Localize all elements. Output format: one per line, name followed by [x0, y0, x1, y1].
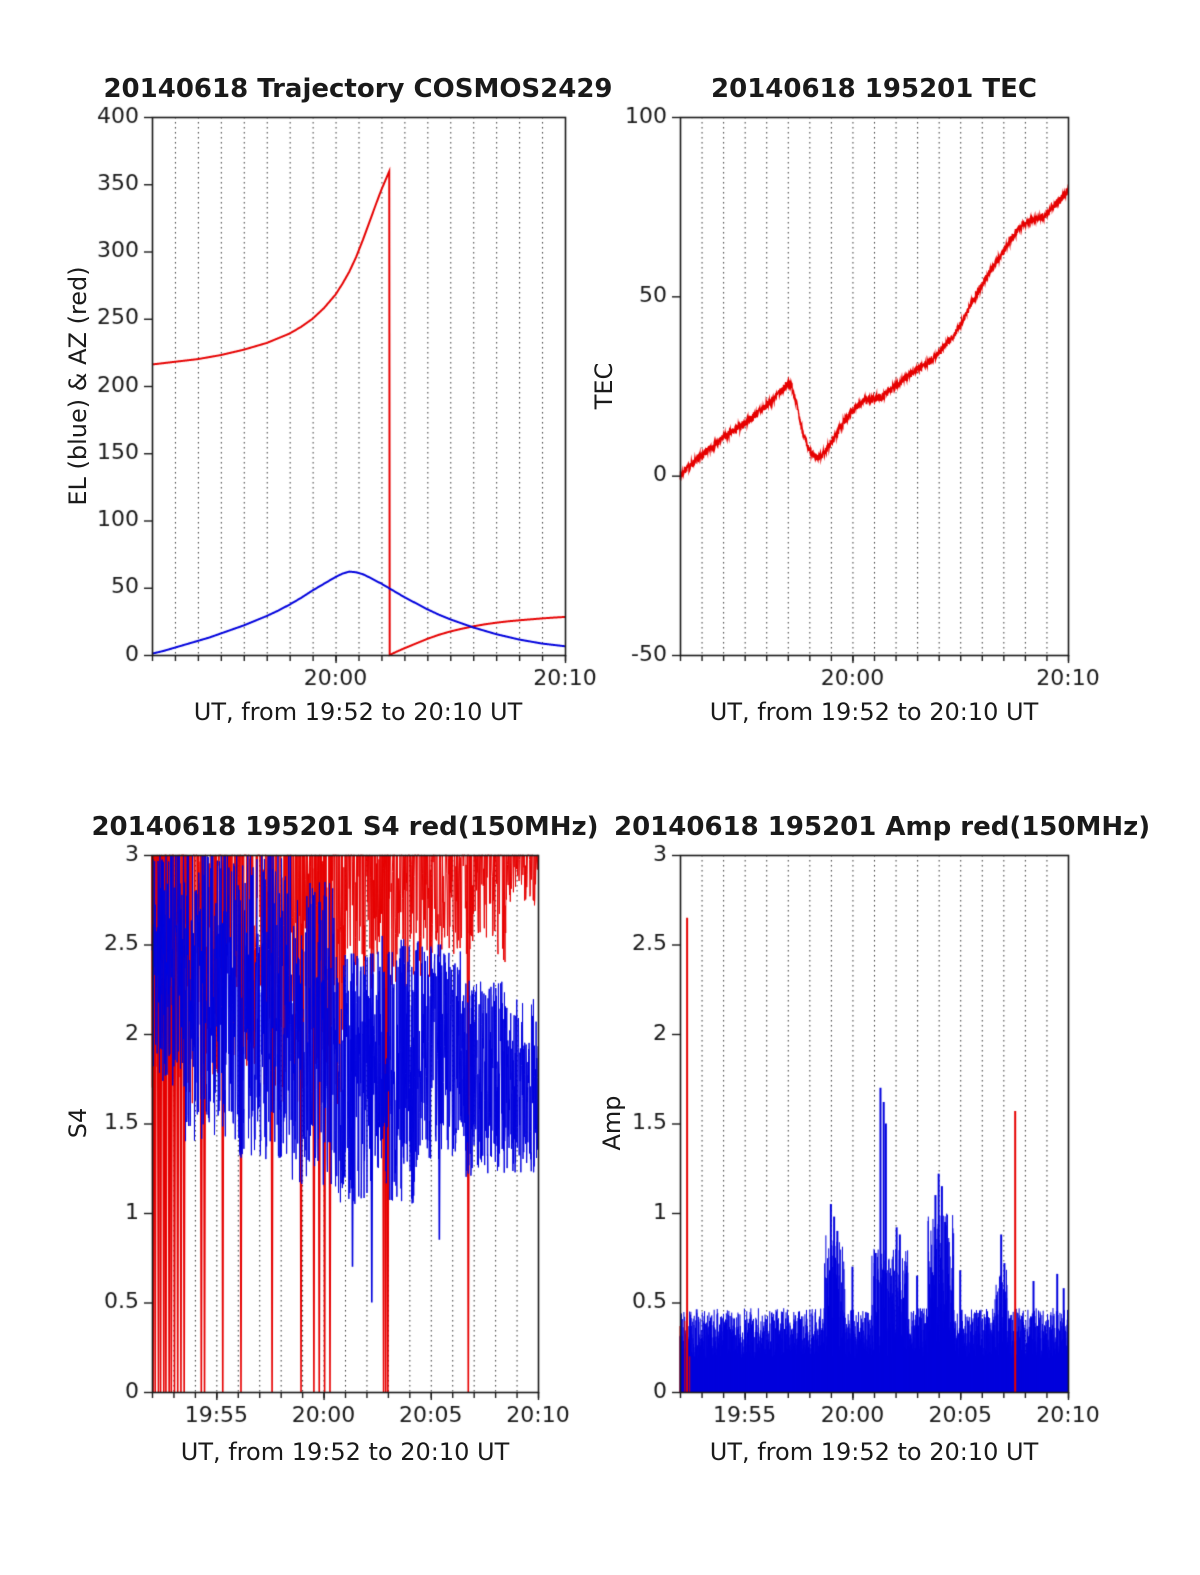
trajectory-chart-title: 20140618 Trajectory COSMOS2429	[103, 74, 613, 104]
amp-x-axis-label: UT, from 19:52 to 20:10 UT	[709, 1438, 1039, 1466]
tec-y-axis-label: TEC	[590, 362, 618, 410]
amp-chart-title: 20140618 195201 Amp red(150MHz)	[614, 812, 1151, 842]
tec-x-axis-label: UT, from 19:52 to 20:10 UT	[709, 698, 1039, 726]
tec-chart-title: 20140618 195201 TEC	[711, 74, 1037, 104]
s4-y-axis-label: S4	[64, 1107, 92, 1139]
tec-chart-canvas	[598, 100, 1138, 745]
s4-chart-title: 20140618 195201 S4 red(150MHz)	[91, 812, 599, 842]
trajectory-x-axis-label: UT, from 19:52 to 20:10 UT	[193, 698, 523, 726]
trajectory-chart-canvas	[70, 100, 610, 745]
trajectory-y-axis-label: EL (blue) & AZ (red)	[64, 266, 92, 506]
amp-chart-canvas	[598, 838, 1138, 1483]
amp-y-axis-label: Amp	[598, 1095, 626, 1151]
s4-x-axis-label: UT, from 19:52 to 20:10 UT	[180, 1438, 510, 1466]
s4-chart-canvas	[70, 838, 610, 1483]
